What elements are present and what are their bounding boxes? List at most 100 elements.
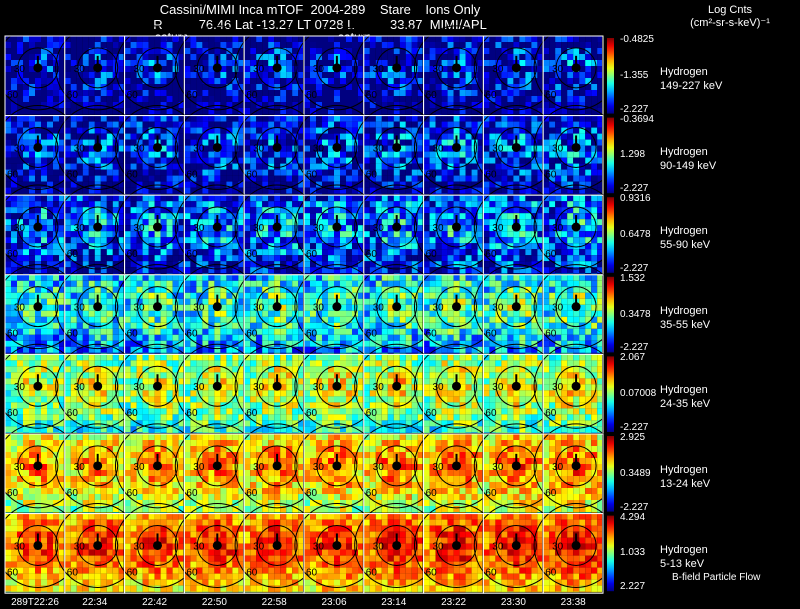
heat-pixel [286,54,293,60]
heat-pixel [53,169,59,176]
heat-pixel [17,102,23,108]
heat-pixel [220,328,227,335]
heat-pixel [292,121,299,128]
heat-pixel [531,193,538,195]
heat-pixel [585,139,592,146]
heat-pixel [591,66,598,72]
heat-pixel [286,201,293,208]
heat-pixel [328,96,334,102]
heat-pixel [363,90,370,96]
units-label: (cm²-sr-s-keV)⁻¹ [690,17,770,29]
heat-pixel [555,54,562,60]
heat-pixel [35,273,41,274]
heat-pixel [591,157,598,164]
heat-pixel [363,72,370,78]
heat-pixel [226,201,233,208]
heat-pixel [11,195,17,202]
heat-pixel [17,195,23,202]
heat-pixel [483,219,490,226]
heat-pixel [411,195,418,202]
heat-pixel [459,219,466,226]
heat-pixel [148,201,155,208]
heat-pixel [513,249,520,256]
heat-pixel [88,237,95,244]
heat-pixel [118,213,124,220]
heat-pixel [124,60,131,66]
heat-pixel [340,201,346,208]
heat-pixel [549,48,556,54]
heat-pixel [358,133,363,140]
heat-pixel [489,213,496,220]
heat-pixel [64,66,71,72]
heat-pixel [507,90,514,96]
heat-pixel [64,48,71,54]
heat-pixel [202,108,209,114]
heat-pixel [447,36,454,42]
heat-pixel [280,195,287,202]
heat-pixel [76,102,83,108]
heat-pixel [417,60,423,66]
heat-pixel [591,84,598,90]
heat-pixel [316,273,322,274]
heat-pixel [369,121,376,128]
heat-pixel [226,121,233,128]
heat-pixel [519,175,526,182]
heat-pixel [232,169,239,176]
heat-pixel [280,60,287,66]
contour-label: 30 [492,143,504,154]
chart-title-line2: R 76.46 Lat -13.27 LT 0728 L 33.87 MIMI/… [153,17,487,32]
heat-pixel [477,102,483,108]
saturn-marker [272,63,282,73]
heat-pixel [208,169,215,176]
heat-pixel [172,328,179,335]
heat-pixel [124,193,131,195]
heat-pixel [573,169,580,176]
heat-pixel [304,219,310,226]
heat-pixel [579,157,586,164]
heat-pixel [363,231,370,238]
heat-pixel [184,304,191,311]
heat-pixel [567,66,574,72]
heat-pixel [286,114,293,115]
heat-pixel [280,133,287,140]
heat-pixel [166,84,173,90]
heat-pixel [64,267,71,274]
heat-pixel [597,48,602,54]
heat-pixel [411,115,418,122]
heat-pixel [358,60,363,66]
heat-pixel [286,193,293,195]
heat-pixel [112,334,119,341]
heat-pixel [405,249,412,256]
heat-pixel [196,84,203,90]
heat-pixel [29,36,35,42]
heat-pixel [393,115,400,122]
heat-pixel [29,292,35,299]
heat-pixel [322,42,328,48]
heat-pixel [130,274,137,281]
heat-pixel [238,304,244,311]
heat-pixel [82,273,89,274]
heat-pixel [375,78,382,84]
heat-pixel [369,207,376,214]
heat-pixel [11,115,17,122]
heat-pixel [106,292,113,299]
heat-pixel [507,36,514,42]
heat-pixel [387,151,394,158]
heat-pixel [435,108,442,114]
heat-pixel [465,48,472,54]
heat-pixel [59,237,64,244]
heat-pixel [387,261,394,268]
heat-pixel [238,237,244,244]
heat-pixel [417,108,423,114]
heat-pixel [106,145,113,152]
heat-pixel [100,108,107,114]
heat-pixel [489,78,496,84]
heat-pixel [280,255,287,262]
heat-pixel [244,201,251,208]
heat-pixel [328,90,334,96]
heat-pixel [346,96,352,102]
heat-pixel [525,66,532,72]
heat-pixel [112,114,119,115]
heat-pixel [597,225,602,232]
heat-pixel [232,115,239,122]
